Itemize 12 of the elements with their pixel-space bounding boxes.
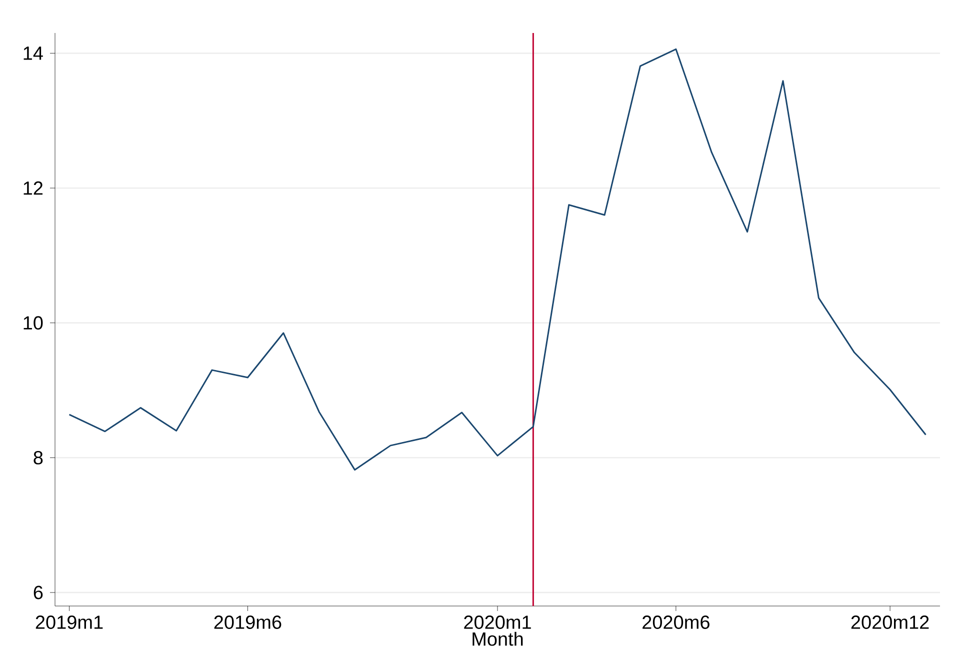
y-tick-label: 12 (24, 181, 43, 195)
x-tick-label: 2019m6 (214, 616, 282, 629)
x-axis-title: Month (472, 632, 523, 646)
y-tick-label: 14 (24, 46, 43, 60)
x-tick-label: 2019m1 (36, 616, 103, 629)
x-tick-label: 2020m12 (851, 616, 929, 629)
x-tick-label: 2020m6 (642, 616, 710, 629)
y-tick-label: 10 (24, 316, 43, 330)
y-tick-label: 8 (34, 450, 43, 464)
line-series (68, 48, 926, 471)
y-tick-label: 6 (34, 586, 43, 600)
x-tick-label: 2020m1 (464, 616, 531, 629)
